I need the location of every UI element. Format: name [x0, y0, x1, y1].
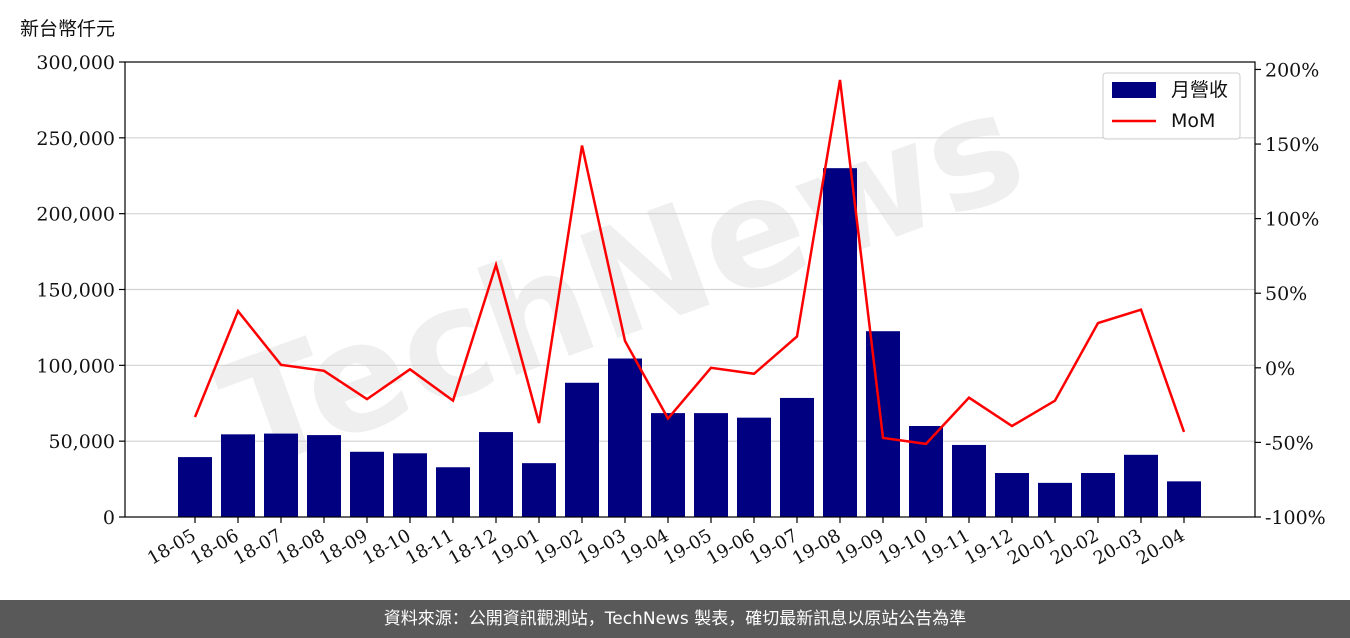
- revenue-bar: [1081, 473, 1115, 517]
- revenue-bar: [522, 463, 556, 517]
- x-tick-label: 19-07: [746, 525, 801, 569]
- y-axis-unit-label: 新台幣仟元: [20, 18, 116, 40]
- revenue-bar: [221, 434, 255, 517]
- x-tick-label: 19-08: [789, 525, 844, 569]
- y-left-tick-label: 0: [103, 507, 115, 529]
- y-right-tick-label: 100%: [1265, 209, 1319, 231]
- y-left-tick-label: 150,000: [36, 280, 115, 302]
- x-tick-label: 20-01: [1004, 525, 1059, 569]
- x-tick-label: 19-10: [875, 525, 930, 569]
- revenue-bar: [1167, 481, 1201, 517]
- y-left-tick-label: 100,000: [36, 355, 115, 377]
- revenue-chart: TechNews050,000100,000150,000200,000250,…: [36, 52, 1326, 569]
- y-left-tick-label: 250,000: [36, 128, 115, 150]
- y-left-tick-label: 200,000: [36, 204, 115, 226]
- y-right-tick-label: 0%: [1265, 358, 1295, 380]
- y-left-tick-label: 50,000: [49, 431, 115, 453]
- x-tick-label: 18-11: [402, 525, 457, 569]
- x-tick-label: 19-02: [531, 525, 586, 569]
- x-tick-label: 19-05: [660, 525, 715, 569]
- revenue-bar: [307, 435, 341, 517]
- y-right-tick-label: 150%: [1265, 134, 1319, 156]
- y-right-tick-label: 50%: [1265, 283, 1307, 305]
- footer-source-note: 資料來源：公開資訊觀測站，TechNews 製表，確切最新訊息以原站公告為準: [0, 600, 1350, 638]
- x-tick-label: 19-06: [703, 525, 758, 569]
- revenue-bar: [866, 331, 900, 517]
- x-tick-label: 19-09: [832, 525, 887, 569]
- revenue-bar: [178, 457, 212, 517]
- revenue-bar: [952, 444, 986, 517]
- revenue-bar: [909, 426, 943, 517]
- x-tick-label: 18-06: [187, 525, 242, 569]
- revenue-bar: [737, 417, 771, 517]
- revenue-bar: [436, 467, 470, 517]
- mom-line: [193, 79, 1186, 446]
- legend-label-revenue: 月營收: [1171, 79, 1228, 101]
- legend-label-mom: MoM: [1171, 110, 1215, 132]
- revenue-bar: [823, 168, 857, 517]
- revenue-bar: [694, 413, 728, 517]
- revenue-bar: [393, 453, 427, 517]
- y-right-tick-label: -100%: [1265, 507, 1326, 529]
- x-tick-label: 18-10: [359, 525, 414, 569]
- revenue-bar: [608, 358, 642, 517]
- x-tick-label: 18-07: [230, 525, 285, 569]
- x-tick-label: 18-08: [273, 525, 328, 569]
- x-tick-label: 19-01: [488, 525, 543, 569]
- revenue-bar: [1124, 454, 1158, 517]
- revenue-bar: [995, 473, 1029, 517]
- x-tick-label: 19-04: [617, 525, 672, 569]
- x-tick-label: 19-03: [574, 525, 629, 569]
- x-tick-label: 20-02: [1047, 525, 1102, 569]
- legend-swatch-bar: [1112, 82, 1156, 98]
- revenue-bar: [479, 432, 513, 517]
- revenue-bar: [651, 413, 685, 517]
- x-tick-label: 20-03: [1090, 525, 1145, 569]
- revenue-bar: [780, 397, 814, 517]
- x-tick-label: 18-09: [316, 525, 371, 569]
- y-left-tick-label: 300,000: [36, 52, 115, 74]
- y-right-tick-label: -50%: [1265, 432, 1314, 454]
- revenue-bar: [565, 382, 599, 517]
- revenue-bar: [264, 433, 298, 517]
- x-tick-label: 18-12: [445, 525, 500, 569]
- x-tick-label: 20-04: [1133, 525, 1188, 569]
- x-tick-label: 19-12: [961, 525, 1016, 569]
- y-right-tick-label: 200%: [1265, 59, 1319, 81]
- x-tick-label: 18-05: [144, 525, 199, 569]
- revenue-bar: [1038, 482, 1072, 517]
- x-tick-label: 19-11: [918, 525, 973, 569]
- revenue-bar: [350, 451, 384, 517]
